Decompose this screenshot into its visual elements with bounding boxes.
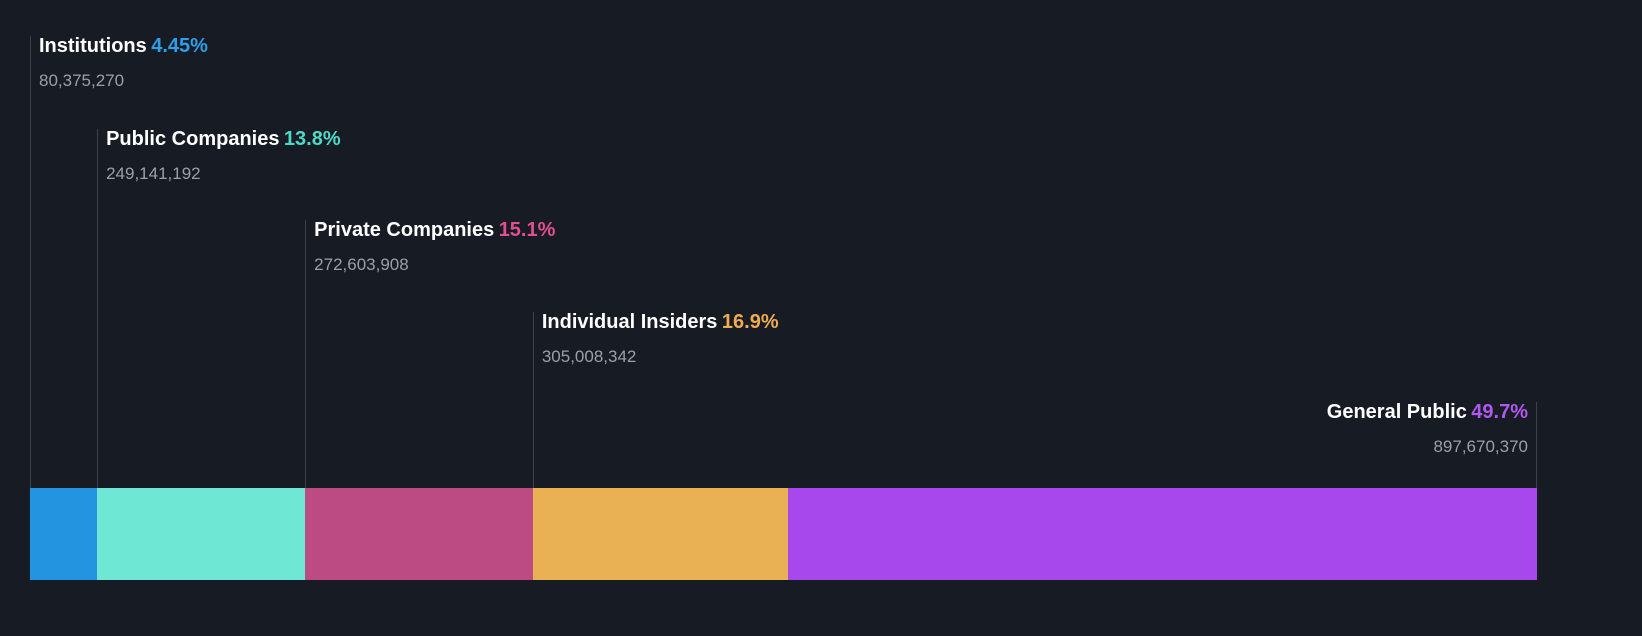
bar-segment-public-companies[interactable]: [97, 488, 306, 580]
value-label: 80,375,270: [39, 71, 125, 90]
label-group-private-companies: Private Companies 15.1% 272,603,908: [314, 218, 555, 275]
category-label: General Public: [1326, 401, 1467, 423]
label-group-general-public: General Public 49.7% 897,670,370: [1327, 400, 1528, 457]
connector-line-private-companies: [305, 220, 307, 488]
bar-segment-individual-insiders[interactable]: [532, 488, 788, 580]
stacked-bar: [30, 488, 1537, 580]
value-label: 249,141,192: [106, 164, 201, 183]
connector-line-public-companies: [97, 129, 99, 488]
connector-line-institutions: [30, 36, 31, 488]
bar-segment-private-companies[interactable]: [305, 488, 533, 580]
category-label: Public Companies: [106, 128, 280, 150]
category-label: Individual Insiders: [541, 311, 718, 333]
value-label: 305,008,342: [541, 347, 637, 366]
percentage-label: 13.8%: [283, 128, 341, 150]
percentage-label: 49.7%: [1471, 401, 1528, 423]
connector-line-individual-insiders: [532, 312, 534, 488]
value-label: 897,670,370: [1433, 437, 1528, 456]
plot-area: Institutions 4.45% 80,375,270 Public Compa…: [30, 0, 1537, 636]
label-group-individual-insiders: Individual Insiders 16.9% 305,008,342: [542, 310, 779, 367]
label-group-institutions: Institutions 4.45% 80,375,270: [39, 34, 208, 91]
bar-segment-general-public[interactable]: [787, 488, 1537, 580]
connector-line-general-public: [1536, 402, 1537, 488]
percentage-label: 16.9%: [721, 311, 779, 333]
percentage-label: 4.45%: [151, 35, 208, 57]
percentage-label: 15.1%: [498, 219, 556, 241]
value-label: 272,603,908: [314, 255, 409, 274]
category-label: Institutions: [39, 35, 147, 57]
label-group-public-companies: Public Companies 13.8% 249,141,192: [106, 127, 341, 184]
category-label: Private Companies: [314, 219, 495, 241]
bar-segment-institutions[interactable]: [30, 488, 98, 580]
